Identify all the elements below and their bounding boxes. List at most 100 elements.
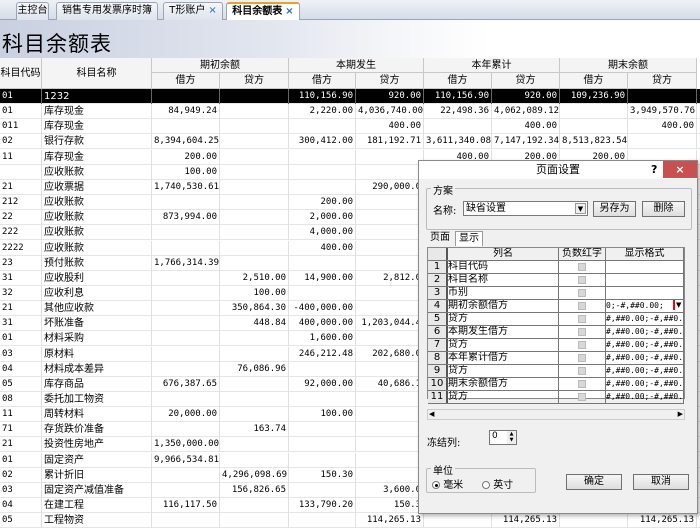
negative-red-checkbox[interactable]	[559, 378, 606, 390]
header-name[interactable]: 科目名称	[42, 58, 152, 89]
grid-header-cell: 负数红字	[559, 248, 606, 260]
grid-row[interactable]: 3 币别	[428, 287, 684, 300]
display-format[interactable]: #,##0.00;-#,##0.0	[606, 326, 684, 338]
table-row[interactable]: 01 库存现金 84,949.24 2,220.00 4,036,740.00 22,49…	[0, 104, 700, 120]
close-button[interactable]: ×	[663, 161, 697, 178]
negative-red-checkbox[interactable]	[559, 365, 606, 377]
ok-button[interactable]: 确定	[566, 474, 622, 490]
checkbox-icon[interactable]	[578, 354, 586, 362]
tab-1[interactable]: 销售专用发票序时簿	[56, 2, 158, 20]
negative-red-checkbox[interactable]	[559, 287, 606, 299]
negative-red-checkbox[interactable]	[559, 300, 606, 312]
negative-red-checkbox[interactable]	[559, 391, 606, 403]
checkbox-icon[interactable]	[578, 393, 586, 401]
table-row[interactable]: 05 工程物资 114,265.13 114,265.13 114,265.13	[0, 513, 700, 528]
display-format[interactable]	[606, 261, 684, 273]
column-name[interactable]: 贷方	[448, 391, 559, 403]
column-name[interactable]: 期末余额借方	[448, 378, 559, 390]
unit-inch-radio[interactable]: 英寸	[482, 476, 513, 491]
grid-row[interactable]: 7 贷方 #,##0.00;-#,##0.0	[428, 339, 684, 352]
header-debit[interactable]: 借方	[289, 73, 356, 89]
checkbox-icon[interactable]	[578, 380, 586, 388]
table-row[interactable]: 02 累计折旧 4,296,098.69 150.30	[0, 467, 700, 483]
tab-display[interactable]: 显示	[455, 231, 483, 246]
column-name[interactable]: 本期发生借方	[448, 326, 559, 338]
grid-row[interactable]: 4 期初余额借方 0;-#,##0.00; ▼	[428, 300, 684, 313]
negative-red-checkbox[interactable]	[559, 261, 606, 273]
table-row[interactable]: 11 库存现金 200.00 400.00 200.00 200.00	[0, 149, 700, 165]
cancel-button[interactable]: 取消	[633, 474, 689, 490]
checkbox-icon[interactable]	[578, 341, 586, 349]
cell-name: 库存现金	[42, 104, 152, 120]
table-row[interactable]: 02 银行存款 8,394,604.25 300,412.00 181,192.71 3,…	[0, 134, 700, 150]
header-credit[interactable]: 贷方	[492, 73, 560, 89]
spin-icon[interactable]: ▲ ▼	[507, 431, 516, 444]
grid-row[interactable]: 2 科目名称	[428, 274, 684, 287]
header-debit[interactable]: 借方	[152, 73, 220, 89]
grid-row[interactable]: 9 贷方 #,##0.00;-#,##0.0	[428, 365, 684, 378]
negative-red-checkbox[interactable]	[559, 274, 606, 286]
tab-2[interactable]: T形账户 ×	[163, 2, 223, 20]
help-button[interactable]: ?	[651, 163, 658, 176]
negative-red-checkbox[interactable]	[559, 352, 606, 364]
header-debit[interactable]: 借方	[560, 73, 628, 89]
column-name[interactable]: 期初余额借方	[448, 300, 559, 312]
grid-row[interactable]: 5 贷方 #,##0.00;-#,##0.0	[428, 313, 684, 326]
scroll-left-icon[interactable]: ◀	[429, 410, 435, 418]
freeze-columns-stepper[interactable]: 0 ▲ ▼	[489, 430, 517, 445]
tab-0[interactable]: 主控台	[16, 2, 49, 20]
column-name[interactable]: 贷方	[448, 339, 559, 351]
display-format[interactable]	[606, 274, 684, 286]
table-row[interactable]: 01 1232 110,156.90 920.00 110,156.90 920.00 10…	[0, 89, 700, 104]
column-name[interactable]: 贷方	[448, 365, 559, 377]
display-format[interactable]: #,##0.00;-#,##0.0	[606, 313, 684, 325]
horizontal-scrollbar[interactable]: ◀ ▶	[427, 409, 685, 420]
grid-row[interactable]: 6 本期发生借方 #,##0.00;-#,##0.0	[428, 326, 684, 339]
checkbox-icon[interactable]	[578, 328, 586, 336]
column-name[interactable]: 科目名称	[448, 274, 559, 286]
checkbox-icon[interactable]	[578, 302, 586, 310]
table-row[interactable]: 011 库存现金 400.00 400.00 400.00	[0, 119, 700, 135]
header-code[interactable]: 科目代码	[0, 58, 42, 89]
delete-button[interactable]: 删除	[642, 201, 685, 217]
scroll-right-icon[interactable]: ▶	[677, 410, 683, 418]
save-as-button[interactable]: 另存为	[593, 201, 636, 217]
format-dropdown-icon[interactable]: ▼	[673, 300, 683, 310]
checkbox-icon[interactable]	[578, 367, 586, 375]
column-name[interactable]: 本年累计借方	[448, 352, 559, 364]
close-tab-icon[interactable]: ×	[208, 5, 217, 16]
header-credit[interactable]: 贷方	[628, 73, 697, 89]
cell-amount: 4,296,098.69	[220, 467, 289, 483]
header-credit[interactable]: 贷方	[356, 73, 424, 89]
column-name[interactable]: 科目代码	[448, 261, 559, 273]
checkbox-icon[interactable]	[578, 263, 586, 271]
display-format[interactable]	[606, 287, 684, 299]
cell-code: 01	[0, 104, 42, 120]
checkbox-icon[interactable]	[578, 289, 586, 297]
tab-3[interactable]: 科目余额表 ×	[226, 2, 300, 20]
grid-row[interactable]: 11 贷方 #,##0.00;-#,##0.0	[428, 391, 684, 404]
display-format[interactable]: #,##0.00;-#,##0.0	[606, 339, 684, 351]
unit-mm-radio[interactable]: 毫米	[432, 476, 463, 491]
column-name[interactable]: 贷方	[448, 313, 559, 325]
close-tab-icon[interactable]: ×	[285, 6, 294, 17]
cell-name: 预付账款	[42, 255, 152, 271]
display-format[interactable]: #,##0.00;-#,##0.0	[606, 378, 684, 390]
display-format[interactable]: 0;-#,##0.00;	[606, 300, 684, 312]
checkbox-icon[interactable]	[578, 276, 586, 284]
negative-red-checkbox[interactable]	[559, 313, 606, 325]
grid-row[interactable]: 1 科目代码	[428, 261, 684, 274]
display-format[interactable]: #,##0.00;-#,##0.0	[606, 365, 684, 377]
tab-page[interactable]: 页面	[430, 232, 450, 243]
grid-row[interactable]: 10 期末余额借方 #,##0.00;-#,##0.0	[428, 378, 684, 391]
checkbox-icon[interactable]	[578, 315, 586, 323]
header-credit[interactable]: 贷方	[220, 73, 289, 89]
negative-red-checkbox[interactable]	[559, 339, 606, 351]
display-format[interactable]: #,##0.00;-#,##0.0	[606, 391, 684, 403]
grid-row[interactable]: 8 本年累计借方 #,##0.00;-#,##0.0	[428, 352, 684, 365]
display-format[interactable]: #,##0.00;-#,##0.0	[606, 352, 684, 364]
scheme-select[interactable]: 缺省设置 ▼	[463, 201, 588, 216]
header-debit[interactable]: 借方	[424, 73, 492, 89]
negative-red-checkbox[interactable]	[559, 326, 606, 338]
column-name[interactable]: 币别	[448, 287, 559, 299]
